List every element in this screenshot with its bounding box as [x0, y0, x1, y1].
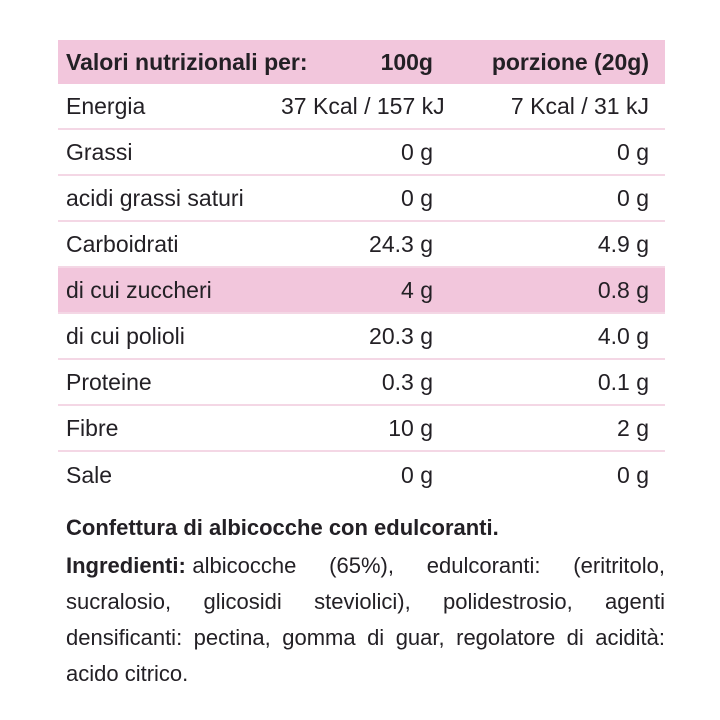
value-per-portion: 0.8 g: [597, 276, 649, 303]
value-per-portion: 4.9 g: [597, 230, 649, 257]
ingredients-line: acido citrico.: [66, 661, 189, 686]
value-per-100g: 0 g: [401, 461, 433, 488]
ingredients-label: Ingredienti:: [66, 553, 186, 578]
row-label: Fibre: [66, 414, 119, 441]
value-per-portion: 4.0 g: [597, 322, 649, 349]
value-per-100g: 0 g: [401, 138, 433, 165]
table-row: Grassi 0 g 0 g: [58, 130, 665, 176]
value-per-portion: 0 g: [617, 138, 649, 165]
table-row: Sale 0 g 0 g: [58, 452, 665, 498]
row-label: Energia: [66, 92, 146, 119]
ingredients-line: densificanti: pectina, gomma di guar, re…: [66, 625, 665, 650]
table-row: Fibre 10 g 2 g: [58, 406, 665, 452]
value-per-portion: 0 g: [617, 461, 649, 488]
nutrition-table: Valori nutrizionali per: 100g porzione (…: [58, 40, 665, 498]
description-section: Confettura di albicocche con edulcoranti…: [66, 510, 665, 692]
row-label: Sale: [66, 461, 113, 488]
value-per-100g: 20.3 g: [369, 322, 433, 349]
label-content: Valori nutrizionali per: 100g porzione (…: [58, 40, 665, 692]
header-col-100g: 100g: [380, 48, 433, 75]
row-label: di cui zuccheri: [66, 276, 212, 303]
value-per-100g: 10 g: [388, 414, 433, 441]
table-header-row: Valori nutrizionali per: 100g porzione (…: [58, 40, 665, 84]
value-per-portion: 7 Kcal / 31 kJ: [510, 92, 649, 119]
ingredients-paragraph: Ingredienti: albicocche (65%), edulcorant…: [66, 548, 665, 692]
row-label: acidi grassi saturi: [66, 184, 244, 211]
header-col-portion: porzione (20g): [491, 48, 649, 75]
table-row-highlighted: di cui zuccheri 4 g 0.8 g: [58, 268, 665, 314]
row-label: Proteine: [66, 368, 152, 395]
value-per-portion: 0 g: [617, 184, 649, 211]
table-row: Proteine 0.3 g 0.1 g: [58, 360, 665, 406]
value-per-portion: 0.1 g: [597, 368, 649, 395]
value-per-portion: 2 g: [617, 414, 649, 441]
table-row: acidi grassi saturi 0 g 0 g: [58, 176, 665, 222]
ingredients-line: Ingredienti: albicocche (65%), edulcorant…: [66, 548, 665, 584]
ingredients-line: sucralosio, glicosidi steviolici), polid…: [66, 589, 665, 614]
value-per-100g: 0 g: [401, 184, 433, 211]
value-per-100g: 4 g: [401, 276, 433, 303]
header-col-label: Valori nutrizionali per:: [66, 48, 308, 75]
value-per-100g: 24.3 g: [369, 230, 433, 257]
product-name: Confettura di albicocche con edulcoranti…: [66, 515, 499, 540]
row-label: di cui polioli: [66, 322, 185, 349]
table-row: Energia 37 Kcal / 157 kJ 7 Kcal / 31 kJ: [58, 84, 665, 130]
row-label: Carboidrati: [66, 230, 179, 257]
table-row: di cui polioli 20.3 g 4.0 g: [58, 314, 665, 360]
value-per-100g: 0.3 g: [381, 368, 433, 395]
table-row: Carboidrati 24.3 g 4.9 g: [58, 222, 665, 268]
ingredients-text: albicocche (65%), edulcoranti: (eritrito…: [192, 553, 665, 578]
value-per-100g: 37 Kcal / 157 kJ: [281, 92, 445, 119]
row-label: Grassi: [66, 138, 133, 165]
